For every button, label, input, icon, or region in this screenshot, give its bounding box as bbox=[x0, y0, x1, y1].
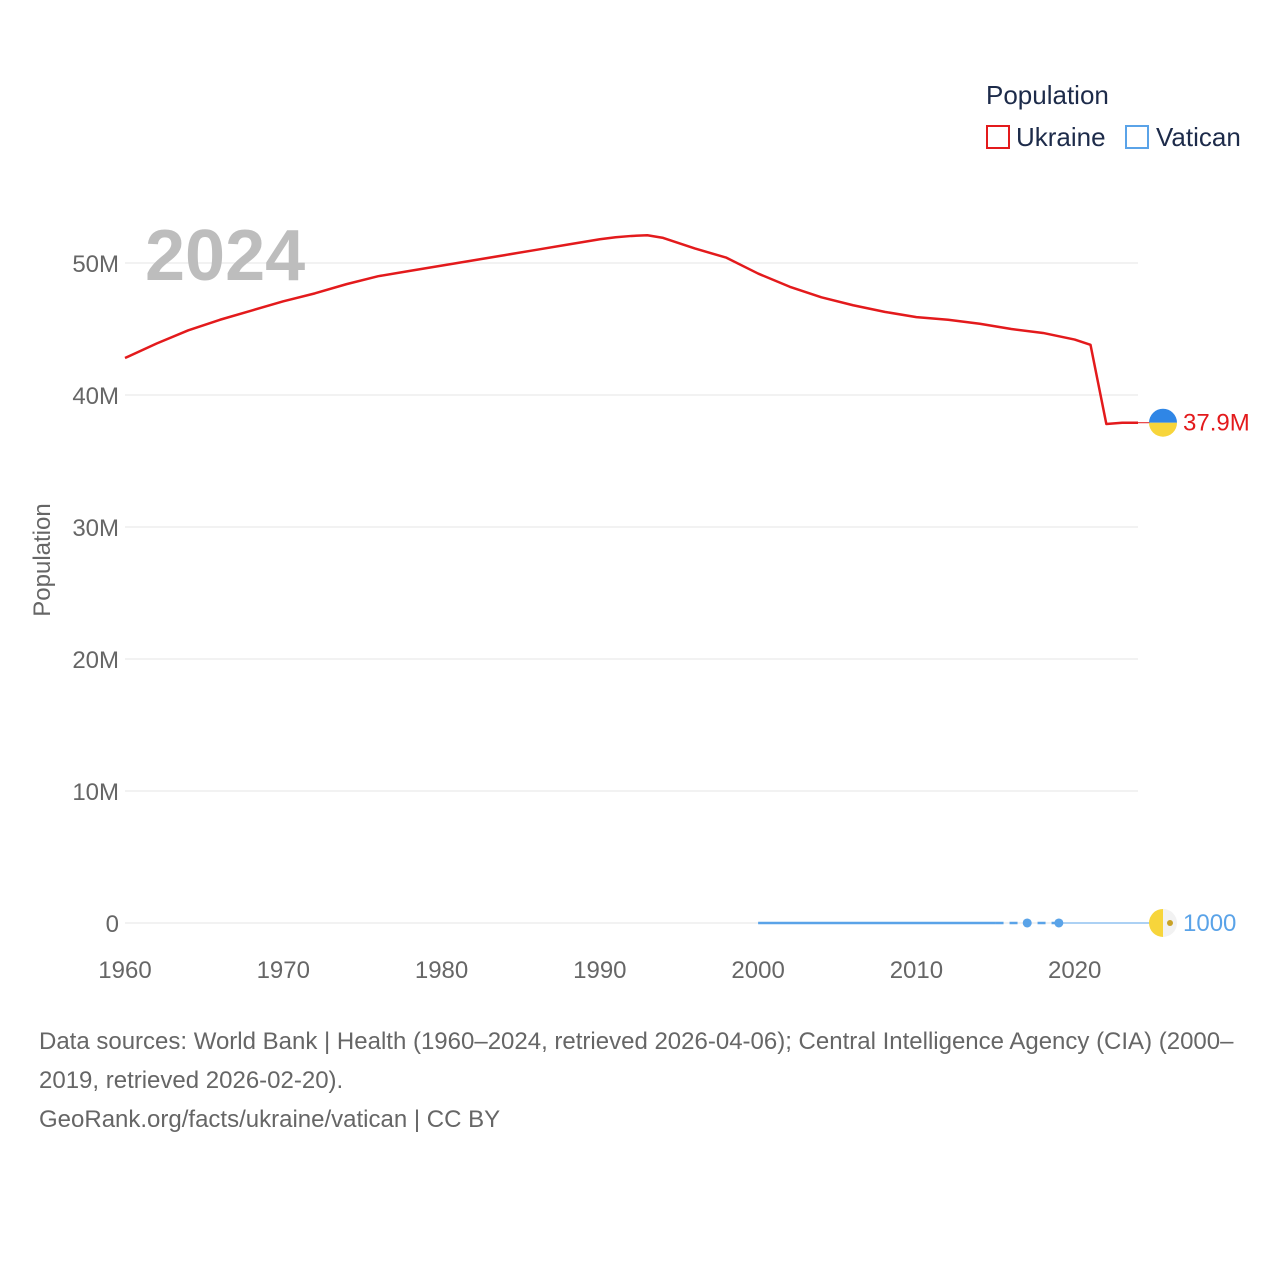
legend-label-vatican[interactable]: Vatican bbox=[1156, 122, 1241, 152]
ukraine-end-label: 37.9M bbox=[1183, 410, 1250, 437]
ukraine-flag-icon bbox=[1149, 408, 1178, 437]
x-tick-label: 1970 bbox=[257, 957, 310, 984]
vatican-flag-emblem bbox=[1167, 919, 1173, 926]
year-label: 2024 bbox=[145, 216, 305, 296]
ukraine-flag-top bbox=[1149, 408, 1178, 423]
x-tick-label: 2000 bbox=[731, 957, 784, 984]
vatican-point bbox=[1022, 918, 1032, 928]
vatican-flag-icon bbox=[1149, 908, 1178, 937]
legend-title: Population bbox=[986, 80, 1109, 110]
y-axis-ticks: 0 10M 20M 30M 40M 50M bbox=[72, 251, 119, 938]
x-tick-label: 1980 bbox=[415, 957, 468, 984]
ukraine-flag-bottom bbox=[1149, 422, 1178, 437]
data-sources: Data sources: World Bank | Health (1960–… bbox=[39, 1028, 1234, 1094]
y-tick-label: 0 bbox=[106, 911, 119, 938]
x-tick-label: 2020 bbox=[1048, 957, 1101, 984]
source-link[interactable]: GeoRank.org/facts/ukraine/vatican | CC B… bbox=[39, 1106, 501, 1133]
legend[interactable]: Population Ukraine Vatican bbox=[986, 80, 1241, 152]
y-axis-label: Population bbox=[29, 503, 56, 616]
series-layer: 37.9M 1000 bbox=[124, 234, 1250, 937]
x-tick-label: 2010 bbox=[890, 957, 943, 984]
population-chart: 0 10M 20M 30M 40M 50M 1960 1970 1980 1990 2000 201… bbox=[29, 80, 1250, 984]
y-tick-label: 20M bbox=[72, 647, 119, 674]
vatican-end-label: 1000 bbox=[1183, 910, 1236, 937]
y-tick-label: 40M bbox=[72, 383, 119, 410]
legend-label-ukraine[interactable]: Ukraine bbox=[1016, 122, 1106, 152]
grid-lines bbox=[125, 262, 1138, 924]
vatican-flag-left bbox=[1149, 908, 1163, 937]
footer: Data sources: World Bank | Health (1960–… bbox=[39, 1022, 1254, 1139]
legend-swatch-ukraine[interactable] bbox=[986, 125, 1010, 149]
ukraine-line bbox=[124, 234, 1138, 426]
y-tick-label: 10M bbox=[72, 779, 119, 806]
y-tick-label: 50M bbox=[72, 251, 119, 278]
x-axis-ticks: 1960 1970 1980 1990 2000 2010 2020 bbox=[98, 957, 1101, 984]
x-tick-label: 1990 bbox=[573, 957, 626, 984]
x-tick-label: 1960 bbox=[98, 957, 151, 984]
y-tick-label: 30M bbox=[72, 515, 119, 542]
legend-swatch-vatican[interactable] bbox=[1125, 125, 1149, 149]
